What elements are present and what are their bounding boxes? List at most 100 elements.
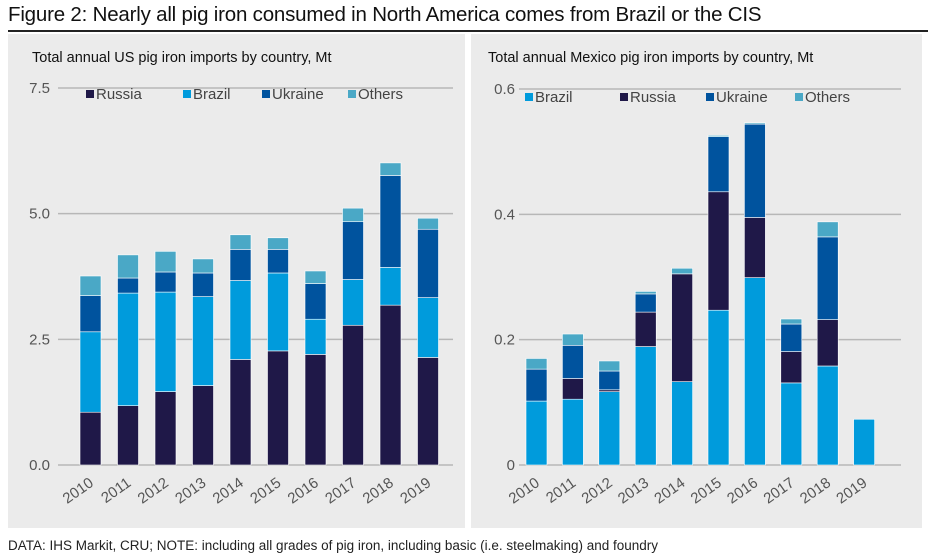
us-bar-russia-2013 xyxy=(192,385,214,466)
mexico-y-tick-label: 0.2 xyxy=(494,332,515,349)
mexico-x-tick-label-2011: 2011 xyxy=(543,474,579,506)
source-note: DATA: IHS Markit, CRU; NOTE: including a… xyxy=(8,538,659,553)
mexico-legend-swatch-russia xyxy=(620,93,628,101)
mexico-y-tick-label: 0.6 xyxy=(494,81,515,98)
us-x-tick-label-2011: 2011 xyxy=(98,474,134,506)
mexico-legend-label-brazil: Brazil xyxy=(535,89,573,106)
us-bar-ukraine-2014 xyxy=(229,249,252,281)
us-bar-ukraine-2018 xyxy=(379,175,402,268)
us-y-tick-label: 7.5 xyxy=(29,80,50,97)
us-bar-brazil-2012 xyxy=(154,291,177,392)
mexico-bar-brazil-2016 xyxy=(744,277,766,466)
us-bar-ukraine-2011 xyxy=(117,277,139,294)
us-chart: 0.0 2.5 5.0 7.5 2010 2011 2012 2013 2014 2015 2016… xyxy=(29,80,453,507)
us-bar-russia-2017 xyxy=(342,324,364,466)
us-x-tick-label-2018: 2018 xyxy=(360,474,397,507)
mexico-x-tick-label-2016: 2016 xyxy=(724,474,761,507)
us-bar-others-2019 xyxy=(417,217,439,230)
title-rule xyxy=(8,30,928,32)
us-bar-brazil-2016 xyxy=(304,318,327,355)
us-legend-label-ukraine: Ukraine xyxy=(272,86,324,103)
mexico-bar-others-2013 xyxy=(634,291,657,295)
mexico-bar-brazil-2018 xyxy=(816,365,839,466)
us-x-tick-label-2012: 2012 xyxy=(135,474,172,507)
mexico-bar-others-2017 xyxy=(780,318,803,325)
mexico-x-tick-label-2014: 2014 xyxy=(651,474,688,507)
us-bar-ukraine-2015 xyxy=(267,249,289,274)
us-bar-others-2013 xyxy=(192,258,214,274)
mexico-x-tick-label-2017: 2017 xyxy=(761,474,798,507)
us-legend-swatch-russia xyxy=(86,90,94,98)
mexico-bar-russia-2011 xyxy=(562,378,584,400)
mexico-legend-swatch-others xyxy=(795,93,803,101)
us-bar-ukraine-2010 xyxy=(79,295,102,333)
us-bar-ukraine-2017 xyxy=(342,221,364,280)
mexico-bar-brazil-2014 xyxy=(671,381,693,466)
mexico-x-tick-label-2010: 2010 xyxy=(506,474,543,507)
us-x-tick-label-2010: 2010 xyxy=(60,474,97,507)
us-bar-russia-2010 xyxy=(79,411,102,466)
mexico-bar-others-2015 xyxy=(707,135,730,137)
us-x-tick-label-2017: 2017 xyxy=(322,474,359,507)
mexico-legend-label-others: Others xyxy=(805,89,850,106)
us-x-tick-label-2016: 2016 xyxy=(285,474,322,507)
us-bar-brazil-2014 xyxy=(229,280,252,360)
us-x-tick-label-2015: 2015 xyxy=(247,474,284,507)
mexico-y-tick-label: 0.4 xyxy=(494,206,515,223)
us-bar-ukraine-2013 xyxy=(192,272,214,297)
us-chart-panel: Total annual US pig iron imports by coun… xyxy=(8,34,465,528)
us-bar-brazil-2010 xyxy=(79,331,102,413)
mexico-bar-brazil-2019 xyxy=(853,418,875,466)
mexico-bar-others-2016 xyxy=(744,122,766,125)
us-bar-others-2017 xyxy=(342,207,364,223)
mexico-x-tick-label-2015: 2015 xyxy=(688,474,725,507)
us-bar-brazil-2011 xyxy=(117,292,139,406)
us-x-tick-label-2013: 2013 xyxy=(172,474,209,507)
us-legend-swatch-others xyxy=(348,90,356,98)
mexico-bar-russia-2017 xyxy=(780,351,803,384)
us-bar-russia-2014 xyxy=(229,359,252,466)
us-bar-others-2014 xyxy=(229,234,252,250)
mexico-legend-swatch-ukraine xyxy=(706,93,714,101)
us-y-tick-label: 0.0 xyxy=(29,457,50,474)
mexico-bar-ukraine-2017 xyxy=(780,323,803,352)
mexico-x-tick-label-2013: 2013 xyxy=(615,474,652,507)
mexico-legend-label-ukraine: Ukraine xyxy=(716,89,768,106)
mexico-x-tick-label-2019: 2019 xyxy=(833,474,870,507)
mexico-bar-brazil-2012 xyxy=(598,391,621,466)
us-y-tick-label: 5.0 xyxy=(29,206,50,223)
us-bar-others-2016 xyxy=(304,270,327,284)
mexico-bar-others-2018 xyxy=(816,221,839,238)
us-x-tick-label-2014: 2014 xyxy=(210,474,247,507)
us-bar-brazil-2019 xyxy=(417,297,439,358)
mexico-y-tick-label: 0 xyxy=(507,457,515,474)
mexico-bar-russia-2018 xyxy=(816,319,839,367)
mexico-bar-brazil-2011 xyxy=(562,398,584,466)
us-bar-others-2010 xyxy=(79,275,102,296)
mexico-legend-label-russia: Russia xyxy=(630,89,677,106)
mexico-legend-swatch-brazil xyxy=(525,93,533,101)
us-legend-label-brazil: Brazil xyxy=(193,86,231,103)
us-legend-label-others: Others xyxy=(358,86,403,103)
us-bar-others-2012 xyxy=(154,251,177,273)
mexico-bar-others-2014 xyxy=(671,267,693,275)
mexico-x-tick-label-2018: 2018 xyxy=(797,474,834,507)
mexico-bar-others-2012 xyxy=(598,360,621,372)
us-bar-ukraine-2012 xyxy=(154,271,177,293)
mexico-bar-ukraine-2016 xyxy=(744,123,766,218)
us-legend-swatch-ukraine xyxy=(262,90,270,98)
mexico-chart-panel: Total annual Mexico pig iron imports by … xyxy=(471,34,922,528)
us-bar-russia-2012 xyxy=(154,391,177,466)
us-bar-brazil-2018 xyxy=(379,267,402,306)
us-legend-label-russia: Russia xyxy=(96,86,143,103)
mexico-bar-brazil-2015 xyxy=(707,309,730,466)
mexico-bar-brazil-2010 xyxy=(525,400,548,466)
mexico-bar-ukraine-2013 xyxy=(634,293,657,313)
mexico-bar-ukraine-2010 xyxy=(525,368,548,402)
mexico-bar-brazil-2017 xyxy=(780,382,803,466)
mexico-bar-others-2010 xyxy=(525,358,548,370)
us-bar-brazil-2017 xyxy=(342,279,364,326)
mexico-bar-ukraine-2012 xyxy=(598,370,621,391)
us-bar-russia-2016 xyxy=(304,354,327,466)
